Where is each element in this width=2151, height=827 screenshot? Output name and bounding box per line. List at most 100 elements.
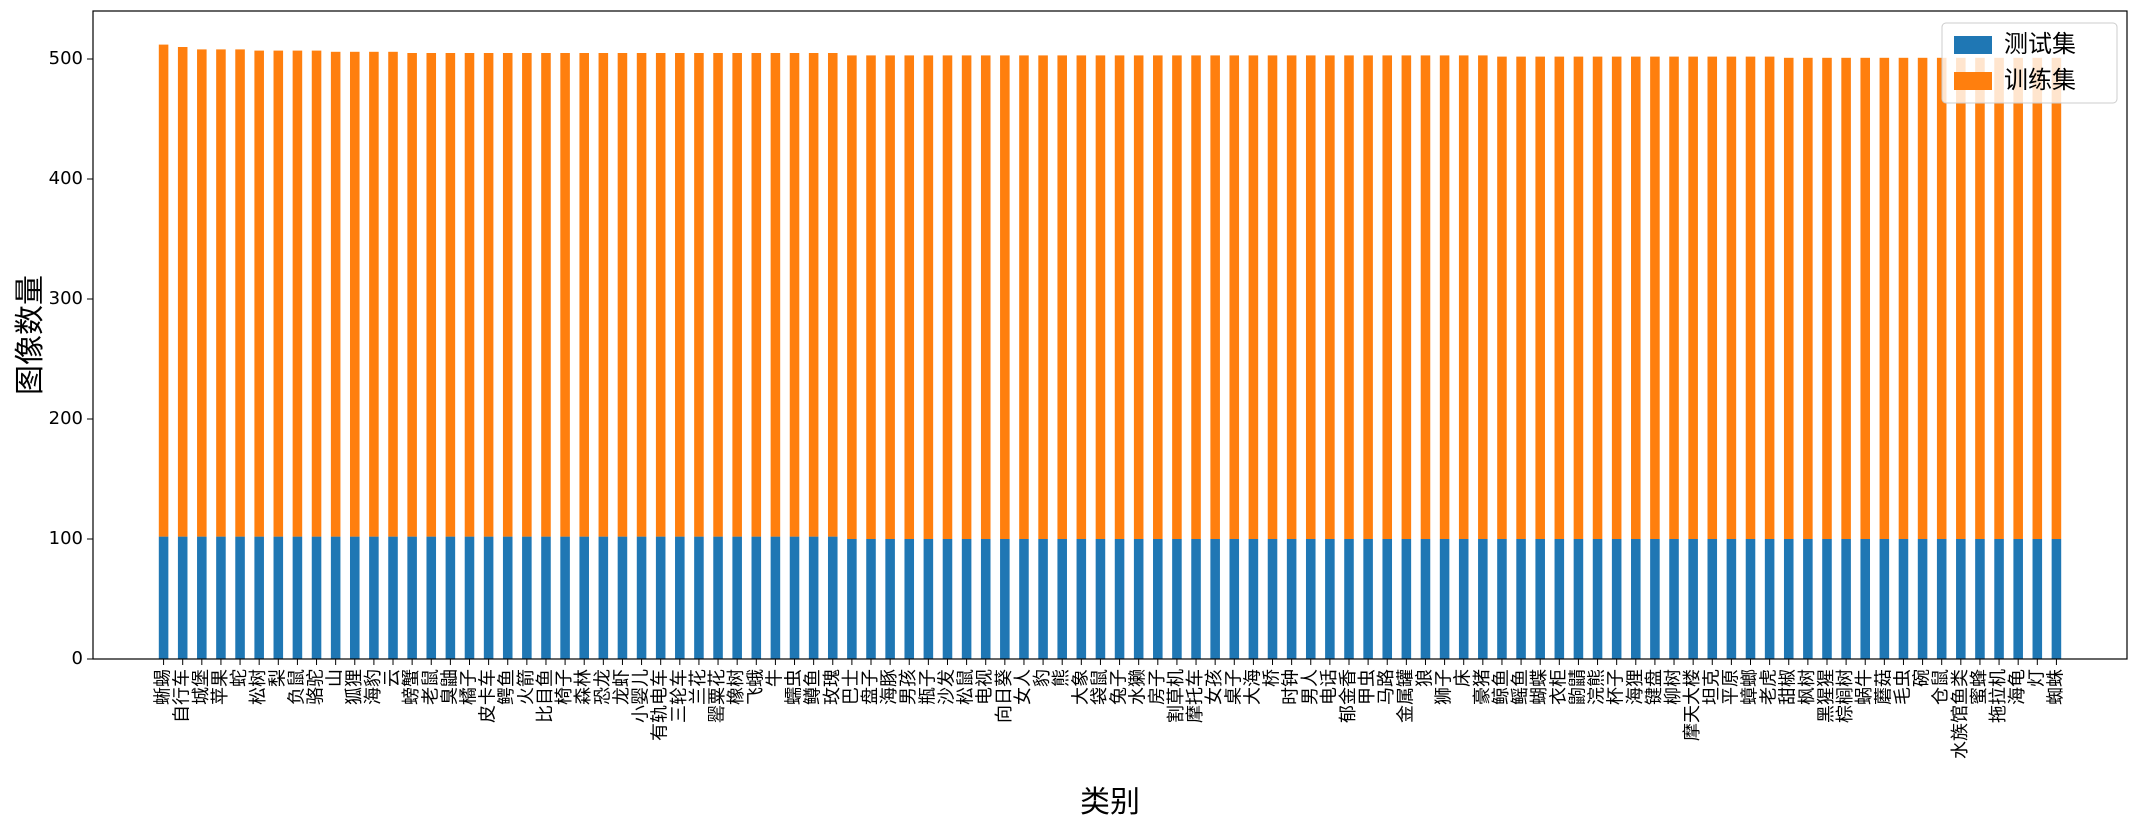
bar-segment (1707, 539, 1718, 659)
bar-segment (1057, 55, 1067, 540)
bar-segment (1688, 539, 1698, 659)
bar-segment (349, 536, 360, 659)
x-tick-label: 沙发 (936, 669, 957, 705)
y-tick-label: 300 (49, 288, 83, 309)
bar-segment (1286, 539, 1297, 659)
bar-segment (2051, 539, 2062, 659)
bar-segment (235, 536, 245, 659)
bar-segment (1210, 539, 1220, 659)
x-tick-label: 海狸 (1625, 669, 1646, 705)
bar-segment (789, 536, 800, 659)
bar-segment (311, 536, 322, 659)
x-tick-label: 甜椒 (1778, 669, 1799, 705)
bar-segment (1975, 57, 1985, 540)
x-tick-label: 床 (1453, 669, 1474, 687)
bar-segment (1325, 55, 1335, 540)
bar-segment (1573, 56, 1584, 539)
x-tick-label: 平原 (1720, 669, 1741, 705)
bar-segment (732, 53, 742, 537)
bar-segment (1994, 57, 2004, 540)
x-tick-label: 蝴蝶 (1529, 669, 1550, 705)
x-tick-label: 女人 (1013, 669, 1034, 705)
bar-segment (1114, 55, 1125, 540)
x-tick-label: 郁金香 (1338, 669, 1359, 723)
bar-segment (1191, 539, 1201, 659)
x-tick-label: 键盘 (1644, 669, 1665, 705)
bar-segment (2051, 57, 2062, 540)
bar-segment (1936, 539, 1947, 659)
bar-segment (980, 55, 991, 540)
bar-segment (1822, 539, 1832, 659)
x-tick-label: 蜥蜴 (153, 669, 174, 705)
x-tick-label: 兔子 (1109, 669, 1130, 705)
bar-segment (1420, 55, 1431, 540)
bar-segment (1382, 539, 1393, 659)
x-tick-label: 螃蟹 (401, 669, 422, 705)
legend-swatch (1954, 72, 1992, 90)
x-tick-label: 蛇 (229, 669, 250, 687)
bar-segment (1516, 56, 1526, 539)
bar-segment (158, 44, 169, 537)
bar-segment (1650, 539, 1660, 659)
bar-segment (1305, 55, 1316, 540)
x-tick-label: 摩托车 (1185, 669, 1206, 723)
x-tick-label: 海豚 (879, 669, 900, 705)
bar-segment (1458, 539, 1469, 659)
x-tick-label: 水族馆鱼类 (1950, 669, 1971, 759)
x-tick-label: 三轮车 (669, 669, 690, 723)
bar-segment (598, 536, 609, 659)
bar-segment (1592, 56, 1603, 539)
bar-segment (1248, 539, 1259, 659)
bar-segment (311, 50, 322, 537)
x-tick-label: 蘑菇 (1873, 669, 1894, 705)
x-tick-label: 大象 (1070, 669, 1091, 705)
bar-segment (1898, 539, 1909, 659)
bar-segment (1325, 539, 1335, 659)
bar-segment (369, 51, 379, 537)
bar-segment (1286, 55, 1297, 540)
bar-segment (713, 536, 723, 659)
bar-segment (617, 536, 628, 659)
x-tick-label: 海龟 (2007, 669, 2028, 705)
bar-segment (522, 53, 532, 537)
bar-segment (847, 55, 857, 540)
bar-segment (464, 536, 475, 659)
bar-segment (1478, 539, 1488, 659)
x-tick-label: 蜗牛 (1854, 669, 1875, 705)
bar-segment (1936, 57, 1947, 540)
bar-segment (1401, 539, 1412, 659)
x-axis-label: 类别 (1080, 785, 1140, 820)
x-tick-label: 豪猪 (1472, 669, 1493, 705)
bar-segment (808, 53, 819, 537)
x-tick-label: 棕榈树 (1835, 669, 1856, 723)
x-tick-label: 蟑螂 (1740, 669, 1761, 705)
x-tick-label: 瓶子 (917, 669, 938, 705)
bar-segment (1650, 56, 1660, 539)
x-tick-label: 蜜蜂 (1969, 669, 1990, 705)
bar-segment (1860, 539, 1871, 659)
bar-segment (464, 53, 475, 537)
bar-segment (980, 539, 991, 659)
bar-segment (1803, 57, 1813, 540)
bar-segment (177, 536, 188, 659)
bar-segment (1229, 55, 1240, 540)
bar-segment (1267, 539, 1278, 659)
bar-segment (1038, 539, 1048, 659)
bar-segment (1707, 56, 1718, 539)
bar-segment (1095, 539, 1106, 659)
bar-segment (1879, 539, 1890, 659)
bar-segment (1019, 55, 1029, 540)
x-tick-label: 时钟 (1281, 669, 1302, 705)
bar-segment (1573, 539, 1584, 659)
bar-segment (1956, 57, 1966, 540)
bar-segment (1153, 539, 1163, 659)
bar-segment (483, 53, 494, 537)
x-tick-label: 柳树 (1663, 669, 1684, 705)
bar-segment (617, 53, 628, 537)
bar-segment (1783, 57, 1794, 540)
bar-segment (1153, 55, 1163, 540)
bar-segment (1841, 57, 1851, 540)
bar-segment (655, 536, 666, 659)
x-tick-label: 自行车 (172, 669, 193, 723)
x-tick-label: 苹果 (210, 669, 231, 705)
